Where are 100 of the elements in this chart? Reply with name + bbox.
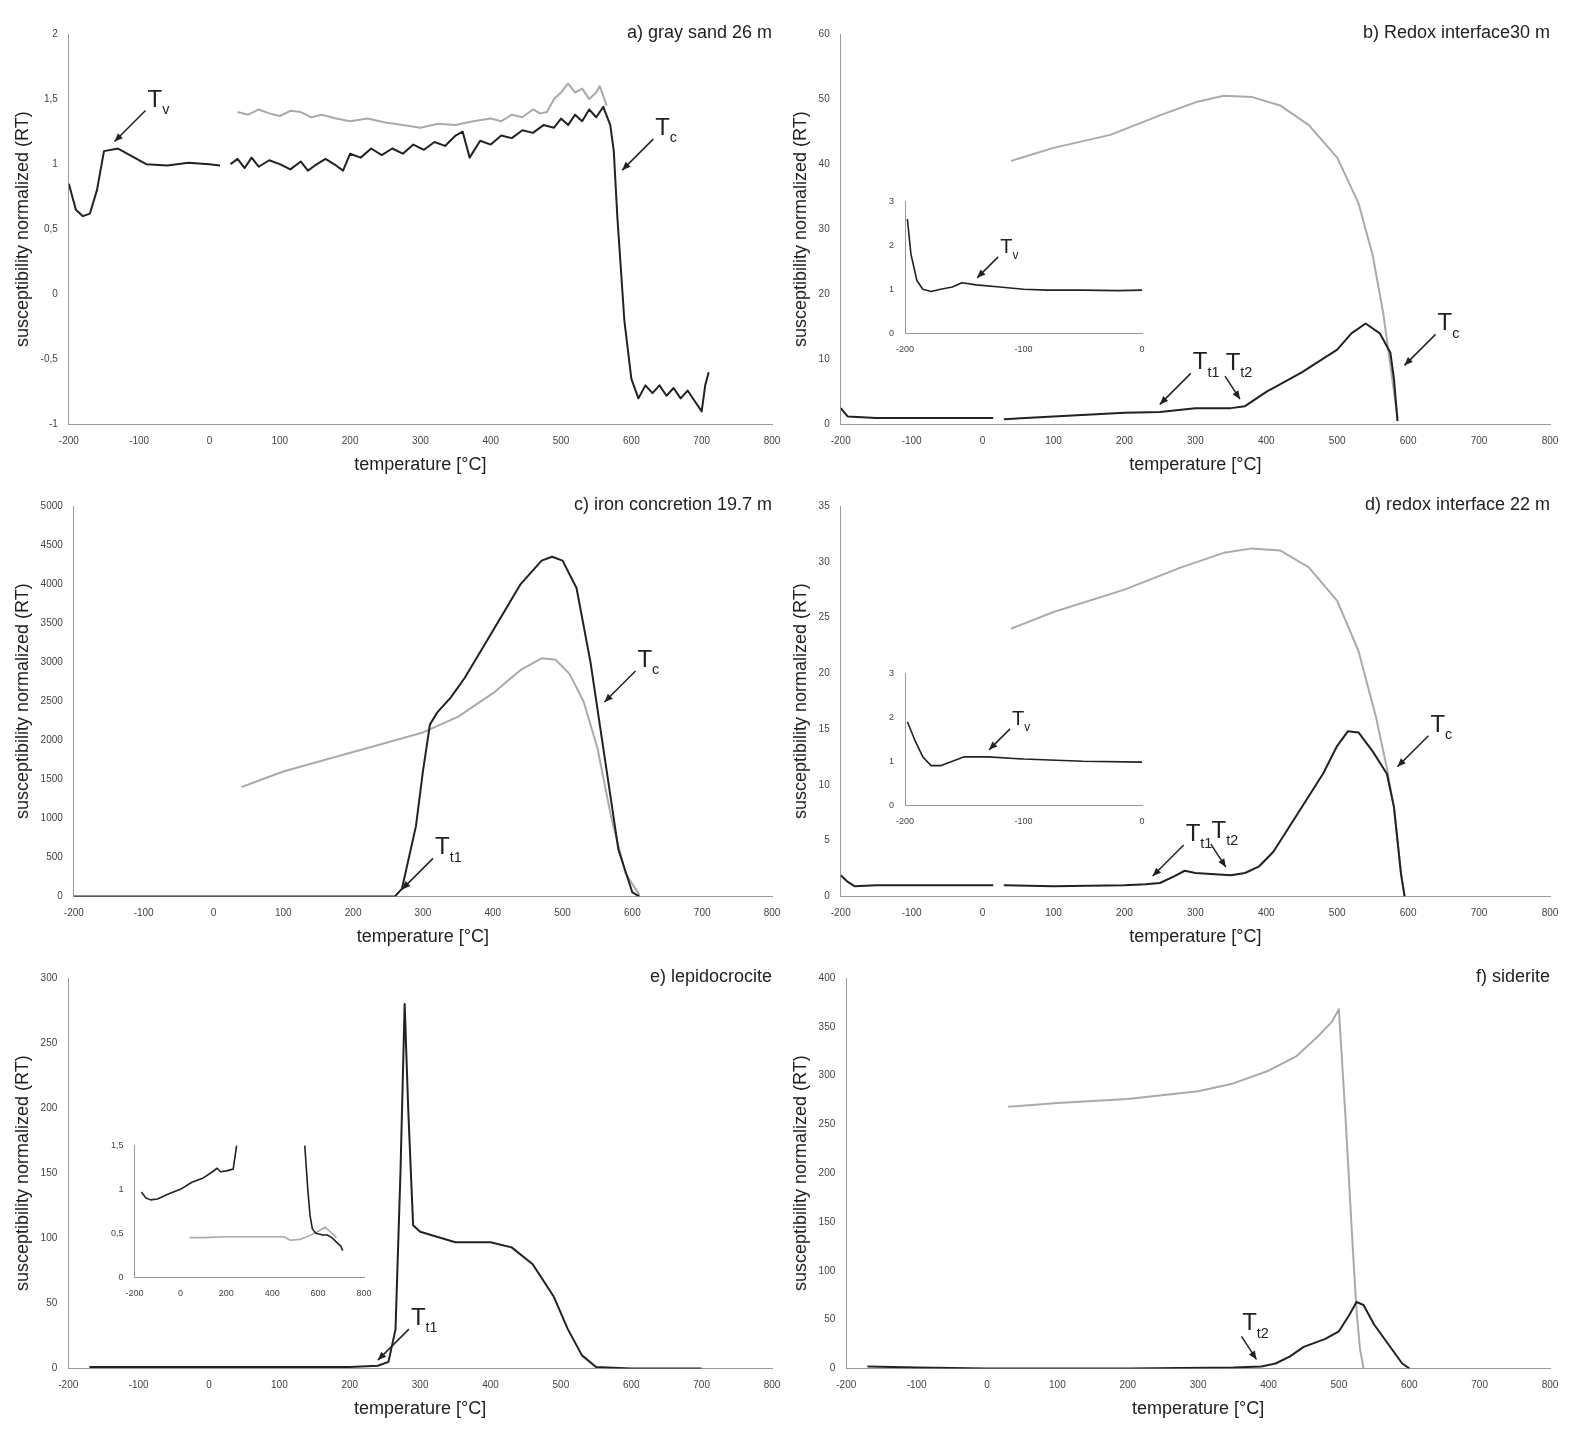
x-tick-label: 800: [1541, 907, 1559, 919]
y-tick-label: 300: [40, 971, 58, 983]
y-tick-label: 1,5: [111, 1139, 124, 1150]
y-tick-label: -0,5: [40, 353, 59, 365]
x-tick-label: -200: [830, 907, 852, 919]
x-axis-title: temperature [°C]: [1132, 1398, 1265, 1419]
y-tick-label: 4500: [40, 538, 64, 550]
x-tick-label: 600: [622, 1379, 641, 1391]
y-tick-label: 2: [52, 27, 59, 39]
y-tick-label: 20: [818, 288, 831, 300]
y-tick-label: 0: [829, 1362, 836, 1374]
chart-title: a) gray sand 26 m: [626, 22, 772, 42]
x-tick-label: 400: [264, 1288, 280, 1299]
x-tick-label: 0: [1139, 344, 1145, 355]
x-tick-label: 200: [341, 1379, 359, 1391]
y-tick-label: 3: [888, 667, 895, 678]
y-tick-label: 3: [888, 195, 895, 206]
x-tick-label: 0: [210, 907, 217, 919]
chart-title: b) Redox interface30 m: [1362, 22, 1550, 42]
x-tick-label: -100: [133, 907, 155, 919]
x-tick-label: 500: [552, 1379, 570, 1391]
x-tick-label: 800: [763, 907, 781, 919]
x-tick-label: -200: [836, 1379, 857, 1391]
x-tick-label: 200: [1116, 907, 1134, 919]
x-tick-label: 200: [1119, 1379, 1137, 1391]
y-tick-label: 50: [818, 92, 831, 104]
x-tick-label: 400: [1257, 907, 1276, 919]
x-tick-label: 200: [218, 1288, 234, 1299]
y-tick-label: 0: [888, 327, 895, 338]
y-tick-label: 30: [818, 222, 831, 234]
x-tick-label: 600: [310, 1288, 326, 1299]
y-tick-label: 0: [52, 288, 59, 300]
x-tick-label: -200: [125, 1288, 144, 1299]
y-tick-label: 2500: [40, 694, 64, 706]
x-tick-label: 500: [552, 435, 570, 447]
x-tick-label: 300: [1187, 907, 1205, 919]
y-tick-label: 200: [40, 1101, 58, 1113]
x-tick-label: 300: [414, 907, 432, 919]
y-axis-title: susceptibility normalized (RT): [789, 583, 810, 820]
x-tick-label: 800: [1541, 435, 1559, 447]
y-tick-label: 35: [818, 499, 831, 511]
x-tick-label: 100: [274, 907, 293, 919]
y-tick-label: 30: [818, 555, 831, 567]
x-tick-label: -100: [1014, 816, 1033, 827]
x-tick-label: -100: [128, 1379, 150, 1391]
x-tick-label: -100: [901, 435, 923, 447]
y-tick-label: 150: [40, 1166, 58, 1178]
y-tick-label: 1000: [40, 812, 64, 824]
chart-title: e) lepidocrocite: [649, 966, 772, 986]
x-tick-label: 300: [1187, 435, 1205, 447]
x-tick-label: 300: [412, 435, 430, 447]
y-tick-label: 300: [818, 1069, 836, 1081]
x-tick-label: 600: [624, 907, 642, 919]
chart-title: f) siderite: [1475, 966, 1550, 986]
y-tick-label: 5000: [40, 499, 64, 511]
x-tick-label: 500: [1328, 435, 1346, 447]
y-tick-label: 10: [818, 778, 831, 790]
x-tick-label: -100: [906, 1379, 928, 1391]
x-tick-label: 600: [1399, 907, 1417, 919]
x-tick-label: 300: [1189, 1379, 1207, 1391]
y-tick-label: 1,5: [43, 92, 59, 104]
y-tick-label: 100: [818, 1264, 836, 1276]
y-tick-label: 50: [824, 1313, 836, 1325]
x-tick-label: 300: [411, 1379, 429, 1391]
y-tick-label: 0: [824, 890, 831, 902]
x-tick-label: 400: [484, 907, 502, 919]
x-tick-label: 700: [693, 435, 711, 447]
x-tick-label: -200: [896, 816, 915, 827]
y-tick-label: 1: [52, 157, 59, 169]
y-tick-label: 0: [51, 1362, 58, 1374]
x-tick-label: 500: [554, 907, 572, 919]
x-tick-label: 200: [344, 907, 362, 919]
y-tick-label: 0,5: [43, 222, 59, 234]
x-tick-label: 400: [1260, 1379, 1278, 1391]
x-tick-label: 0: [979, 435, 986, 447]
chart-title: d) redox interface 22 m: [1364, 494, 1550, 514]
x-tick-label: 0: [984, 1379, 991, 1391]
y-tick-label: 20: [818, 667, 831, 679]
x-tick-label: 100: [1045, 907, 1063, 919]
x-tick-label: 600: [1399, 435, 1417, 447]
chart-title: c) iron concretion 19.7 m: [573, 494, 772, 514]
x-tick-label: 500: [1330, 1379, 1348, 1391]
y-tick-label: 10: [818, 353, 831, 365]
x-tick-label: 400: [482, 435, 500, 447]
x-axis-title: temperature [°C]: [354, 454, 487, 475]
x-tick-label: 800: [1541, 1379, 1559, 1391]
y-tick-label: 1500: [40, 773, 64, 785]
x-tick-label: 800: [356, 1288, 372, 1299]
x-tick-label: -200: [58, 435, 80, 447]
x-tick-label: 400: [1257, 435, 1276, 447]
x-axis-title: temperature [°C]: [354, 1398, 487, 1419]
y-tick-label: 0,5: [111, 1227, 124, 1238]
y-tick-label: 1: [888, 755, 895, 766]
y-tick-label: 3500: [40, 616, 64, 628]
y-tick-label: 0: [57, 890, 64, 902]
x-tick-label: 700: [1470, 435, 1488, 447]
y-tick-label: 2000: [40, 733, 64, 745]
y-tick-label: 200: [818, 1166, 836, 1178]
x-tick-label: 200: [341, 435, 359, 447]
x-tick-label: 100: [1049, 1379, 1067, 1391]
